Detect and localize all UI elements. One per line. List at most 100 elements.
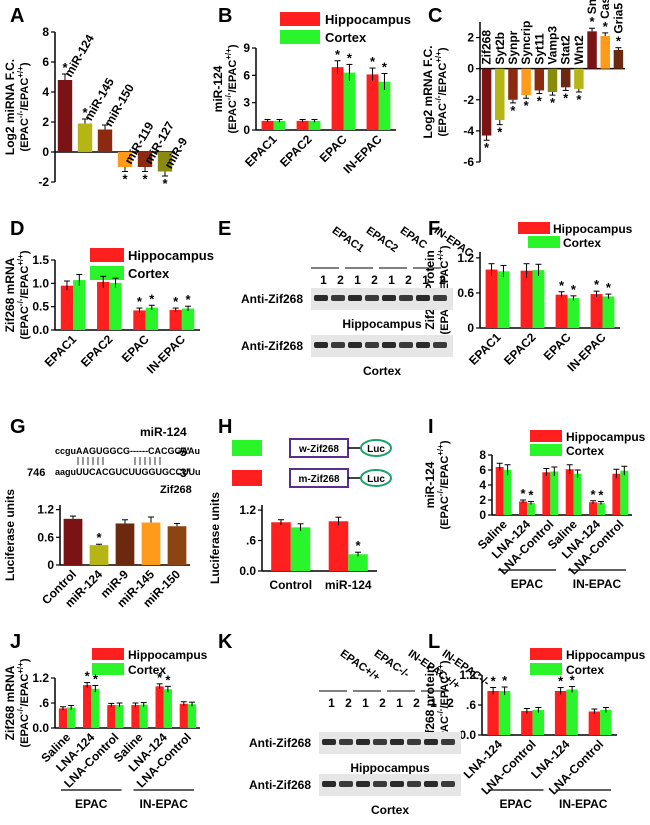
y-axis-label: Log2 miRNA F.C.: [3, 59, 17, 155]
chart-h: 0.0 .6 1.2 Luciferase units Control * miR-124: [208, 492, 377, 592]
significance-star: *: [510, 103, 516, 118]
bar-hippocampus: [520, 270, 533, 328]
y-axis-label-ratio: (EPAC-/-/EPAC+/+): [434, 47, 449, 136]
y-tick-label: 0: [243, 123, 250, 137]
significance-star: *: [559, 278, 565, 293]
legend-label-cortex: Cortex: [325, 30, 367, 45]
y-tick-label: .6: [246, 534, 256, 548]
bar: [534, 68, 545, 91]
y-axis-label-ratio: (EPAC-/-/EPAC+/+): [436, 440, 451, 529]
lane-number: 2: [337, 273, 344, 287]
legend-label-hippocampus: Hippocampus: [128, 248, 214, 263]
bar: [508, 68, 518, 100]
y-axis-title: miR-124(EPAC-/-/EPAC+/+): [423, 440, 451, 529]
luc-reporter-icon: [360, 439, 392, 457]
y-axis-label: Zif268 protein: [423, 666, 437, 745]
blot-region-label: Hippocampus: [350, 761, 430, 775]
significance-star: *: [347, 50, 353, 65]
y-tick-label: 1.2: [239, 503, 256, 517]
lane-number: 2: [379, 696, 386, 710]
group-label: IN-EPAC: [573, 577, 622, 591]
significance-star: *: [502, 673, 508, 688]
y-tick-label: 1.2: [37, 503, 54, 517]
category-label: EPAC: [119, 332, 152, 365]
y-axis-label-ratio: (EPAC-/-/EPAC+/+): [224, 44, 239, 133]
bar: [495, 68, 505, 120]
bar-hippocampus: [97, 281, 110, 330]
bar-hippocampus: [107, 705, 116, 728]
significance-star: *: [563, 90, 569, 105]
y-tick-label: 1.5: [32, 253, 49, 267]
blot-band: [424, 781, 438, 787]
bar-cortex: [573, 473, 582, 515]
bar-hippocampus: [542, 472, 551, 515]
y-tick-label: 0: [479, 508, 486, 522]
blot-band: [339, 781, 353, 787]
bar-hippocampus: [155, 686, 164, 728]
western-blot-k: EPAC+/+EPAC-/-IN-EPAC+/+IN-EPAC-/-1 2 1 2 1 2…: [249, 648, 492, 817]
legend-label-cortex: Cortex: [128, 266, 170, 281]
sequence-alignment: miR-124 ccguAAGUGGCG------CACGGAAu -5' 7…: [27, 425, 201, 496]
y-tick-label: 1.2: [457, 251, 474, 265]
mirna-label: miR-124: [140, 425, 187, 439]
category-label: EPAC2: [501, 330, 539, 368]
bar-cortex: [620, 470, 629, 515]
legend-label-cortex: Cortex: [566, 444, 604, 458]
y-tick-label: 6: [243, 68, 250, 82]
panel-letter-g: G: [10, 416, 26, 438]
y-axis-title: Zif268 mRNA (EPAC-/-/EPAC+/+): [3, 250, 31, 339]
category-label: EPAC1: [466, 330, 504, 368]
bar-hippocampus: [331, 67, 344, 130]
significance-star: *: [594, 277, 600, 292]
significance-star: *: [521, 486, 527, 501]
category-label: EPAC: [317, 132, 350, 165]
significance-star: *: [484, 140, 490, 155]
significance-star: *: [603, 19, 609, 34]
blot-band: [433, 295, 447, 301]
y-axis-title: Zif268 mRNA (EPAC-/-/EPAC+/+): [3, 658, 31, 747]
bar-cortex: [497, 271, 510, 328]
chart-a: -2 0 2 4 6 8 Log2 miRNA F.C. (EPAC-/-/EPAC+/+) *…: [3, 25, 190, 191]
bar: [89, 545, 109, 565]
blot-band: [339, 739, 353, 745]
lane-group-label: EPAC: [398, 225, 429, 252]
significance-star: *: [370, 54, 376, 69]
y-tick-label: -6: [463, 155, 474, 169]
bar-hippocampus: [328, 521, 349, 571]
bar-cortex: [73, 280, 86, 330]
significance-star: *: [497, 125, 503, 140]
y-tick-label: .6: [39, 696, 49, 710]
bar-cortex: [566, 689, 578, 735]
bar-cortex: [498, 691, 511, 735]
mirna-sequence: ccguAAGUGGCG------CACGGAAu: [55, 446, 200, 456]
blot-band: [416, 295, 430, 301]
y-tick-label: 0: [467, 62, 474, 76]
bar-cortex: [343, 72, 356, 130]
bar: [560, 68, 571, 88]
significance-star: *: [96, 530, 102, 545]
category-label: Gria5: [611, 3, 625, 34]
significance-star: *: [165, 672, 171, 687]
blot-antibody-label: Anti-Zif268: [249, 778, 311, 792]
bar-hippocampus: [485, 269, 498, 328]
category-label: IN-EPAC: [340, 132, 384, 176]
bar-hippocampus: [487, 691, 499, 735]
lane-number: 1: [422, 273, 429, 287]
target-sequence: aaguUUCACGUCUUGGUGCCUUu: [55, 467, 201, 477]
base-pair-lines: [77, 457, 161, 465]
construct-label-m-zif268: m-Zif268: [298, 474, 340, 485]
significance-star: *: [137, 294, 143, 309]
bar-hippocampus: [366, 74, 379, 130]
blot-band: [314, 295, 328, 301]
y-tick-label: -2: [38, 175, 49, 189]
bar: [481, 68, 492, 136]
legend-swatch-cortex: [530, 663, 562, 675]
significance-star: *: [576, 92, 582, 107]
bar-cortex: [602, 296, 615, 328]
blot-band: [407, 739, 421, 745]
legend-d: Hippocampus Cortex: [90, 248, 214, 281]
legend-label-cortex: Cortex: [566, 663, 604, 677]
blot-region-label: Cortex: [363, 364, 401, 378]
bar: [115, 523, 135, 565]
legend-swatch-hippocampus: [280, 12, 320, 26]
